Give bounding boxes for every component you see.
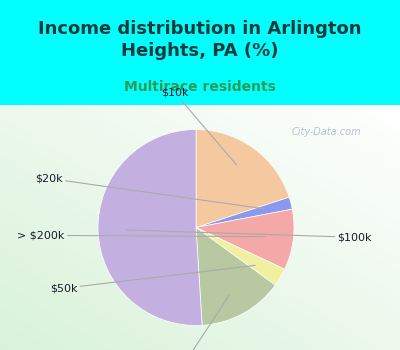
Text: $100k: $100k — [127, 230, 372, 242]
Wedge shape — [196, 228, 285, 285]
Text: Multirace residents: Multirace residents — [124, 80, 276, 94]
Wedge shape — [196, 228, 275, 325]
Wedge shape — [196, 209, 294, 269]
Text: > $200k: > $200k — [18, 230, 265, 240]
Text: City-Data.com: City-Data.com — [292, 127, 362, 137]
Wedge shape — [196, 197, 292, 228]
Text: $200k: $200k — [161, 295, 229, 350]
Text: Income distribution in Arlington
Heights, PA (%): Income distribution in Arlington Heights… — [38, 20, 362, 60]
Wedge shape — [98, 130, 202, 326]
Wedge shape — [196, 130, 289, 228]
Text: $20k: $20k — [35, 174, 263, 209]
Text: $50k: $50k — [50, 265, 255, 293]
Text: $10k: $10k — [161, 87, 236, 165]
